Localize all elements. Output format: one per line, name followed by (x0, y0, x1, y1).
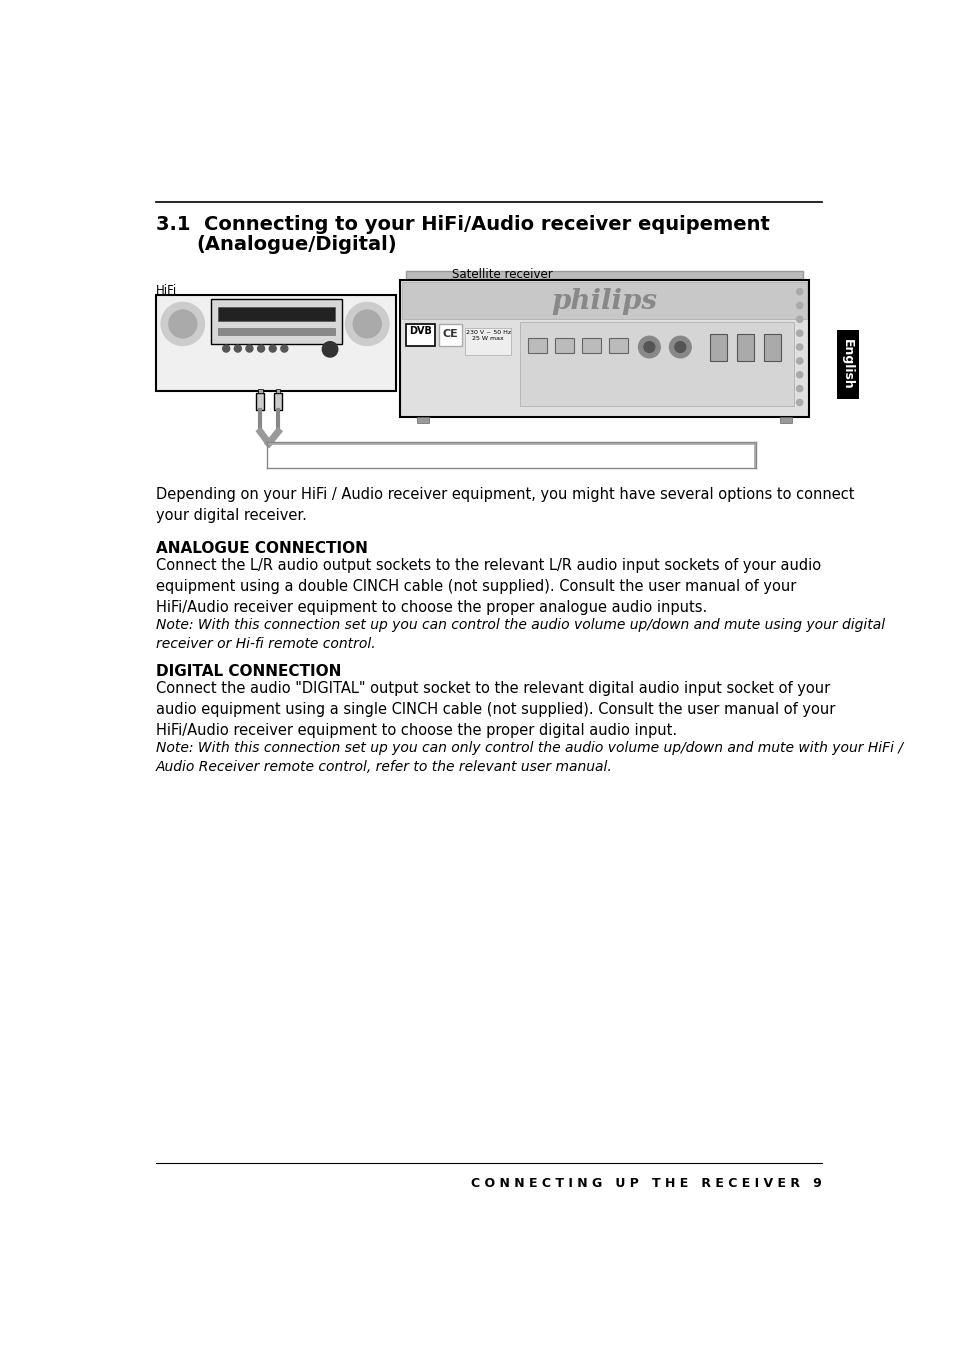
Bar (763, 334, 781, 361)
Text: (Analogue/Digital): (Analogue/Digital) (196, 235, 397, 254)
Text: Satellite receiver: Satellite receiver (452, 269, 553, 281)
Circle shape (796, 316, 802, 322)
Text: English: English (841, 339, 853, 391)
Bar (211, 299, 342, 343)
Bar (581, 338, 600, 353)
Circle shape (674, 342, 685, 353)
Bar (555, 338, 574, 353)
Bar (779, 418, 791, 423)
Circle shape (796, 399, 802, 406)
Bar (275, 389, 280, 393)
Text: Note: With this connection set up you can control the audio volume up/down and m: Note: With this connection set up you ca… (155, 618, 883, 652)
Text: DIGITAL CONNECTION: DIGITAL CONNECTION (155, 664, 340, 679)
Bar (416, 418, 429, 423)
Bar (256, 393, 264, 410)
Bar (218, 327, 335, 335)
Text: 230 V ~ 50 Hz
25 W max: 230 V ~ 50 Hz 25 W max (465, 330, 510, 341)
Text: C O N N E C T I N G   U P   T H E   R E C E I V E R   9: C O N N E C T I N G U P T H E R E C E I … (471, 1178, 821, 1190)
Circle shape (796, 330, 802, 337)
Circle shape (257, 345, 264, 352)
Circle shape (796, 343, 802, 350)
Bar (155, 295, 395, 391)
Text: Connect the audio "DIGITAL" output socket to the relevant digital audio input so: Connect the audio "DIGITAL" output socke… (155, 681, 834, 738)
Circle shape (234, 345, 241, 352)
Circle shape (246, 345, 253, 352)
Circle shape (643, 342, 654, 353)
Bar (709, 334, 726, 361)
Circle shape (322, 342, 337, 357)
Circle shape (796, 358, 802, 364)
Circle shape (345, 303, 389, 346)
Bar (402, 281, 806, 319)
Circle shape (796, 372, 802, 377)
Circle shape (222, 345, 230, 352)
Text: CE: CE (442, 329, 457, 338)
Text: ANALOGUE CONNECTION: ANALOGUE CONNECTION (155, 541, 367, 556)
Bar (464, 327, 511, 354)
Bar (836, 330, 858, 399)
Bar (274, 393, 282, 410)
Bar (438, 324, 461, 346)
Circle shape (269, 345, 276, 352)
Bar (406, 270, 802, 280)
Circle shape (280, 345, 288, 352)
Bar (608, 338, 628, 353)
Circle shape (796, 385, 802, 392)
Circle shape (796, 303, 802, 308)
Text: HiFi: HiFi (155, 284, 176, 297)
Circle shape (638, 337, 659, 358)
Text: 3.1  Connecting to your HiFi/Audio receiver equipement: 3.1 Connecting to your HiFi/Audio receiv… (155, 215, 769, 234)
Circle shape (169, 310, 196, 338)
Text: Depending on your HiFi / Audio receiver equipment, you might have several option: Depending on your HiFi / Audio receiver … (155, 487, 853, 523)
Circle shape (161, 303, 204, 346)
Circle shape (353, 310, 381, 338)
Text: philips: philips (551, 288, 657, 315)
Text: Connect the L/R audio output sockets to the relevant L/R audio input sockets of : Connect the L/R audio output sockets to … (155, 558, 820, 615)
Bar (527, 338, 546, 353)
Circle shape (669, 337, 691, 358)
Bar (406, 324, 435, 346)
Text: Note: With this connection set up you can only control the audio volume up/down : Note: With this connection set up you ca… (155, 741, 902, 775)
Circle shape (796, 288, 802, 295)
Bar (218, 307, 335, 320)
Bar (736, 334, 753, 361)
Bar (399, 280, 808, 418)
Bar (257, 389, 262, 393)
Text: DVB: DVB (409, 326, 432, 337)
Bar (519, 322, 793, 406)
